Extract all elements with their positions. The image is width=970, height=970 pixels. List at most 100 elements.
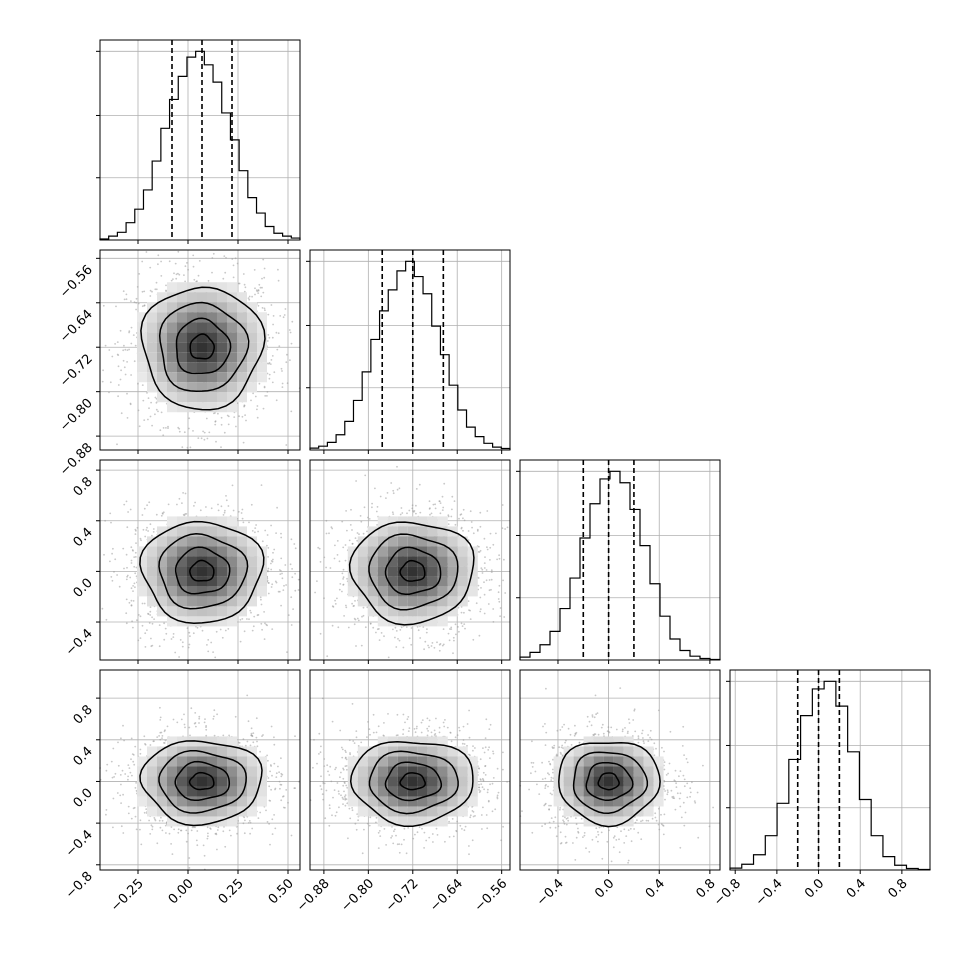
scatter-point (225, 257, 227, 259)
scatter-point (267, 592, 270, 595)
y-tick-label: −0.56 (57, 263, 96, 302)
density-cell (167, 282, 177, 293)
scatter-point (368, 518, 371, 520)
scatter-point (424, 640, 427, 643)
scatter-point (263, 307, 266, 310)
scatter-point (181, 645, 184, 648)
scatter-point (334, 603, 337, 605)
scatter-point (172, 633, 175, 635)
scatter-point (188, 867, 191, 869)
scatter-point (355, 480, 357, 482)
scatter-point (371, 506, 373, 509)
scatter-point (278, 345, 281, 347)
histogram-step (309, 260, 511, 450)
scatter-point (462, 529, 464, 532)
y-tick-label: −0.72 (57, 351, 96, 390)
y-tick-label: 0.0 (71, 576, 96, 601)
scatter-point (222, 277, 225, 280)
scatter-point (141, 290, 144, 293)
scatter-point (140, 539, 142, 542)
scatter-point (125, 500, 128, 503)
scatter-point (162, 427, 165, 429)
scatter-point (396, 465, 398, 468)
scatter-point (256, 614, 259, 617)
scatter-point (224, 629, 227, 632)
scatter-point (492, 621, 495, 623)
scatter-point (481, 572, 484, 574)
scatter-point (210, 507, 213, 510)
scatter-point (294, 589, 297, 592)
scatter-point (441, 495, 444, 498)
scatter-point (443, 482, 446, 485)
scatter-point (152, 531, 155, 533)
scatter-point (395, 646, 398, 648)
scatter-point (434, 507, 437, 510)
scatter-point (271, 381, 274, 384)
scatter-point (270, 359, 273, 361)
scatter-point (476, 528, 479, 531)
scatter-point (124, 348, 127, 351)
scatter-point (362, 614, 365, 617)
scatter-point (495, 532, 497, 535)
scatter-point (184, 265, 187, 268)
scatter-point (155, 401, 158, 404)
scatter-point (137, 614, 140, 616)
scatter-point (134, 551, 137, 554)
scatter-point (176, 503, 178, 506)
y-tick-label: −0.4 (63, 626, 96, 659)
scatter-point (272, 558, 274, 561)
scatter-point (288, 329, 291, 331)
scatter-point (280, 757, 282, 760)
scatter-point (231, 484, 234, 487)
scatter-point (112, 547, 114, 550)
scatter-point (255, 289, 258, 292)
scatter-point (222, 734, 225, 737)
scatter-point (351, 529, 353, 531)
scatter-point (342, 576, 345, 579)
scatter-point (144, 535, 147, 538)
scatter-point (498, 600, 501, 603)
scatter-point (130, 559, 133, 562)
density-cell (167, 516, 177, 527)
scatter-point (242, 822, 245, 825)
scatter-point (102, 369, 104, 372)
scatter-point (117, 365, 120, 368)
scatter-point (116, 443, 118, 446)
scatter-point (152, 528, 155, 530)
scatter-point (236, 262, 239, 265)
scatter-point (442, 506, 445, 509)
scatter-point (137, 302, 140, 305)
scatter-point (134, 556, 137, 558)
scatter-point (351, 542, 354, 545)
scatter-point (469, 618, 472, 620)
scatter-point (150, 637, 152, 640)
scatter-point (268, 377, 271, 380)
density-cell (227, 516, 237, 527)
scatter-point (215, 440, 217, 443)
scatter-point (128, 330, 131, 333)
scatter-point (281, 382, 284, 385)
scatter-point (481, 568, 484, 571)
scatter-point (378, 639, 381, 641)
scatter-point (390, 482, 393, 484)
scatter-point (261, 307, 264, 309)
scatter-point (105, 618, 108, 621)
scatter-point (480, 567, 483, 569)
scatter-point (134, 572, 137, 575)
scatter-point (243, 630, 246, 633)
scatter-point (490, 588, 492, 591)
scatter-point (165, 289, 167, 292)
scatter-point (160, 411, 163, 414)
scatter-point (243, 404, 246, 407)
scatter-point (231, 258, 234, 260)
scatter-point (165, 284, 167, 287)
scatter-point (148, 622, 151, 624)
scatter-point (433, 646, 436, 649)
scatter-point (141, 624, 144, 627)
scatter-point (147, 397, 150, 399)
scatter-point (185, 829, 188, 832)
scatter-point (394, 636, 396, 639)
scatter-point (285, 361, 288, 364)
scatter-point (334, 599, 336, 602)
scatter-point (185, 840, 188, 843)
